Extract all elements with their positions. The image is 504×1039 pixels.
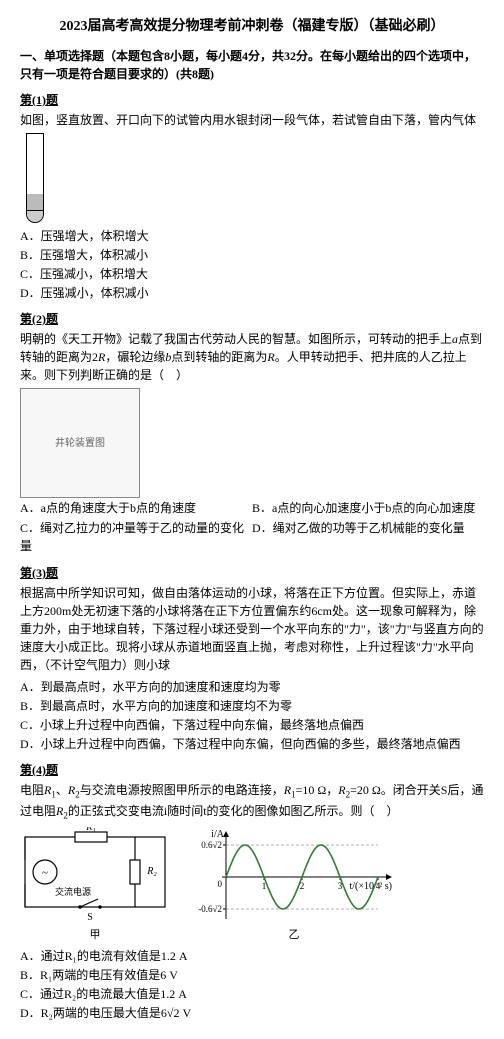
q2-number: 第(2)题: [20, 310, 484, 328]
q2-opt-d: D．绳对乙做的功等于乙机械能的变化量: [252, 519, 484, 555]
q1-opt-a: A．压强增大，体积增大: [20, 227, 484, 245]
svg-text:t/(×10⁻² s): t/(×10⁻² s): [349, 881, 392, 892]
svg-text:-0.6√2: -0.6√2: [198, 904, 222, 914]
q4-opt-b: B．R₁两端的电压有效值是6 V: [20, 966, 484, 984]
q4-circuit-figure: ~ R₁ R₂ S 交流电源 甲: [20, 827, 170, 944]
q3-opt-c: C．小球上升过程中向西偏，下落过程中向东偏，最终落地点偏西: [20, 716, 484, 734]
q4-opt-d: D．R₂两端的电压最大值是6√2 V: [20, 1004, 484, 1022]
q2-opt-a: A．a点的角速度大于b点的角速度: [20, 499, 252, 517]
section-header: 一、单项选择题（本题包含8小题，每小题4分，共32分。在每小题给出的四个选项中，…: [20, 47, 484, 83]
q4-caption-right: 乙: [194, 927, 394, 944]
q2-opt-c: C．绳对乙拉力的冲量等于乙的动量的变化量: [20, 519, 252, 555]
q1-opt-c: C．压强减小，体积增大: [20, 265, 484, 283]
svg-text:i/A: i/A: [211, 829, 225, 840]
svg-text:S: S: [87, 912, 93, 923]
q1-opt-b: B．压强增大，体积减小: [20, 246, 484, 264]
q4-opt-a: A．通过R₁的电流有效值是1.2 A: [20, 947, 484, 965]
svg-text:交流电源: 交流电源: [55, 886, 91, 897]
q4-sine-graph: i/At/(×10⁻² s)0.6√2-0.6√212340 乙: [194, 827, 394, 944]
q3-opt-b: B．到最高点时，水平方向的加速度和速度均不为零: [20, 697, 484, 715]
q4-opt-c: C．通过R₂的电流最大值是1.2 A: [20, 985, 484, 1003]
page-title: 2023届高考高效提分物理考前冲刺卷（福建专版）（基础必刷）: [20, 16, 484, 37]
q1-opt-d: D．压强减小，体积减小: [20, 284, 484, 302]
q4-number: 第(4)题: [20, 761, 484, 779]
q1-options: A．压强增大，体积增大 B．压强增大，体积减小 C．压强减小，体积增大 D．压强…: [20, 227, 484, 302]
svg-text:R₂: R₂: [146, 866, 157, 877]
q3-options: A．到最高点时，水平方向的加速度和速度均为零 B．到最高点时，水平方向的加速度和…: [20, 678, 484, 753]
svg-text:~: ~: [42, 867, 48, 879]
q3-number: 第(3)题: [20, 564, 484, 582]
q2-opt-b: B．a点的向心加速度小于b点的向心加速度: [252, 499, 484, 517]
q3-opt-a: A．到最高点时，水平方向的加速度和速度均为零: [20, 678, 484, 696]
q1-number: 第(1)题: [20, 91, 484, 109]
q2-options: A．a点的角速度大于b点的角速度 B．a点的向心加速度小于b点的向心加速度 C．…: [20, 498, 484, 556]
svg-text:0: 0: [218, 879, 223, 889]
q4-options: A．通过R₁的电流有效值是1.2 A B．R₁两端的电压有效值是6 V C．通过…: [20, 947, 484, 1022]
q4-stem: 电阻R1、R2与交流电源按照图甲所示的电路连接，R1=10 Ω，R2=20 Ω。…: [20, 781, 484, 823]
q2-stem: 明朝的《天工开物》记载了我国古代劳动人民的智慧。如图所示，可转动的把手上a点到转…: [20, 330, 484, 384]
svg-text:R₁: R₁: [85, 827, 96, 833]
q4-caption-left: 甲: [20, 927, 170, 944]
q1-figure-tube: [20, 133, 484, 223]
svg-text:0.6√2: 0.6√2: [201, 840, 222, 850]
q3-opt-d: D．小球上升过程中向西偏，下落过程中向东偏，但向西偏的多些，最终落地点偏西: [20, 735, 484, 753]
q3-stem: 根据高中所学知识可知，做自由落体运动的小球，将落在正下方位置。但实际上，赤道上方…: [20, 584, 484, 674]
q2-figure: 井轮装置图: [20, 388, 484, 498]
q1-stem: 如图，竖直放置、开口向下的试管内用水银封闭一段气体，若试管自由下落，管内气体: [20, 111, 484, 129]
